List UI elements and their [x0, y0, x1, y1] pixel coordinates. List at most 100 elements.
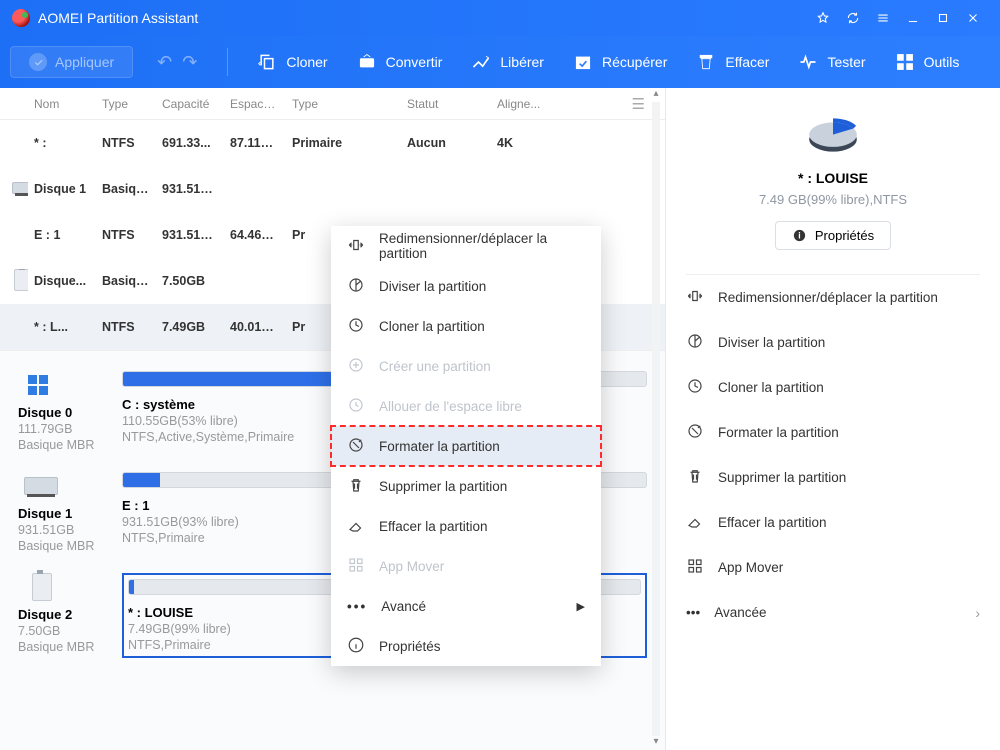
- properties-button-label: Propriétés: [815, 228, 874, 243]
- toolbar-libérer[interactable]: Libérer: [456, 51, 558, 73]
- dots-icon: •••: [686, 605, 700, 620]
- apps-icon: [686, 557, 704, 578]
- ctx-info[interactable]: Propriétés: [331, 626, 601, 666]
- cell-cap: 931.51GB: [156, 228, 224, 242]
- op-delete[interactable]: Supprimer la partition: [686, 455, 980, 500]
- op-clone[interactable]: Cloner la partition: [686, 365, 980, 410]
- cell-cap: 7.50GB: [156, 274, 224, 288]
- cell-nom: * :: [28, 136, 96, 150]
- cell-nom: Disque 1: [28, 182, 96, 196]
- close-button[interactable]: [958, 6, 988, 30]
- op-resize[interactable]: Redimensionner/déplacer la partition: [686, 275, 980, 320]
- op-label: Formater la partition: [718, 425, 839, 440]
- cell-cap: 691.33...: [156, 136, 224, 150]
- toolbar-icon: [894, 51, 916, 73]
- toolbar-outils[interactable]: Outils: [880, 51, 974, 73]
- scrollbar[interactable]: ▴▾: [649, 88, 663, 750]
- toolbar-label: Récupérer: [602, 54, 667, 70]
- ctx-label: App Mover: [379, 559, 444, 574]
- op-apps[interactable]: App Mover: [686, 545, 980, 590]
- ctx-label: Effacer la partition: [379, 519, 488, 534]
- resize-icon: [347, 236, 365, 257]
- op-erase[interactable]: Effacer la partition: [686, 500, 980, 545]
- dots-icon: •••: [347, 599, 367, 614]
- col-type[interactable]: Type: [96, 97, 156, 111]
- chevron-right-icon: ▶: [577, 600, 585, 613]
- cell-cap: 7.49GB: [156, 320, 224, 334]
- cell-type: NTFS: [96, 320, 156, 334]
- partition-row[interactable]: * :NTFS691.33...87.11MBPrimaireAucun4K: [0, 120, 665, 166]
- erase-icon: [347, 516, 365, 537]
- cell-stat: Aucun: [401, 136, 491, 150]
- ctx-label: Supprimer la partition: [379, 479, 507, 494]
- col-nom[interactable]: Nom: [28, 97, 96, 111]
- menu-icon[interactable]: [868, 6, 898, 30]
- separator: [227, 48, 228, 76]
- split-icon: [686, 332, 704, 353]
- toolbar-label: Convertir: [386, 54, 443, 70]
- toolbar-cloner[interactable]: Cloner: [242, 51, 341, 73]
- disk-size: 111.79GB: [18, 422, 110, 436]
- toolbar-icon: [695, 51, 717, 73]
- ctx-label: Redimensionner/déplacer la partition: [379, 231, 585, 261]
- create-icon: [347, 356, 365, 377]
- op-label: Avancée: [714, 605, 766, 620]
- apply-button[interactable]: Appliquer: [10, 46, 133, 78]
- col-cap[interactable]: Capacité: [156, 97, 224, 111]
- ctx-format[interactable]: Formater la partition: [331, 426, 601, 466]
- ctx-delete[interactable]: Supprimer la partition: [331, 466, 601, 506]
- context-menu: Redimensionner/déplacer la partition Divi…: [331, 226, 601, 666]
- op-format[interactable]: Formater la partition: [686, 410, 980, 455]
- toolbar-tester[interactable]: Tester: [783, 51, 879, 73]
- op-dots[interactable]: •••Avancée›: [686, 590, 980, 635]
- star-icon[interactable]: [808, 6, 838, 30]
- ctx-clone[interactable]: Cloner la partition: [331, 306, 601, 346]
- undo-button[interactable]: ↶: [153, 52, 176, 73]
- toolbar-label: Outils: [924, 54, 960, 70]
- ctx-erase[interactable]: Effacer la partition: [331, 506, 601, 546]
- op-label: Redimensionner/déplacer la partition: [718, 290, 938, 305]
- disk-type: Basique MBR: [18, 438, 110, 452]
- cell-nom: * : L...: [28, 320, 96, 334]
- toolbar-effacer[interactable]: Effacer: [681, 51, 783, 73]
- clone-icon: [686, 377, 704, 398]
- format-icon: [347, 436, 365, 457]
- cell-type: Basiqu...: [96, 274, 156, 288]
- ctx-split[interactable]: Diviser la partition: [331, 266, 601, 306]
- cell-esp: 87.11MB: [224, 136, 286, 150]
- col-align[interactable]: Aligne...: [491, 97, 551, 111]
- cell-type: Basiqu...: [96, 182, 156, 196]
- windows-icon: [28, 375, 48, 395]
- toolbar-icon: [797, 51, 819, 73]
- maximize-button[interactable]: [928, 6, 958, 30]
- refresh-icon[interactable]: [838, 6, 868, 30]
- redo-button[interactable]: ↷: [178, 52, 201, 73]
- col-esp[interactable]: Espace...: [224, 97, 286, 111]
- ctx-apps: App Mover: [331, 546, 601, 586]
- disk-type: Basique MBR: [18, 640, 110, 654]
- operations-list: Redimensionner/déplacer la partition Divi…: [686, 274, 980, 635]
- properties-button[interactable]: i Propriétés: [775, 221, 891, 250]
- ctx-label: Cloner la partition: [379, 319, 485, 334]
- apps-icon: [347, 556, 365, 577]
- toolbar-récupérer[interactable]: Récupérer: [558, 51, 681, 73]
- usb-icon: [32, 573, 52, 601]
- disk-name: Disque 0: [18, 405, 110, 420]
- col-ptype[interactable]: Type: [286, 97, 401, 111]
- delete-icon: [347, 476, 365, 497]
- minimize-button[interactable]: [898, 6, 928, 30]
- list-view-icon[interactable]: ☰: [632, 95, 645, 113]
- svg-text:i: i: [798, 231, 800, 241]
- ctx-label: Créer une partition: [379, 359, 491, 374]
- toolbar-label: Libérer: [500, 54, 544, 70]
- toolbar-label: Cloner: [286, 54, 327, 70]
- col-stat[interactable]: Statut: [401, 97, 491, 111]
- partition-row[interactable]: Disque 1Basiqu...931.51GB: [0, 166, 665, 212]
- op-split[interactable]: Diviser la partition: [686, 320, 980, 365]
- toolbar-icon: [470, 51, 492, 73]
- alloc-icon: [347, 396, 365, 417]
- ctx-dots[interactable]: •••Avancé▶: [331, 586, 601, 626]
- toolbar-convertir[interactable]: Convertir: [342, 51, 457, 73]
- disk-icon: [12, 182, 28, 194]
- ctx-resize[interactable]: Redimensionner/déplacer la partition: [331, 226, 601, 266]
